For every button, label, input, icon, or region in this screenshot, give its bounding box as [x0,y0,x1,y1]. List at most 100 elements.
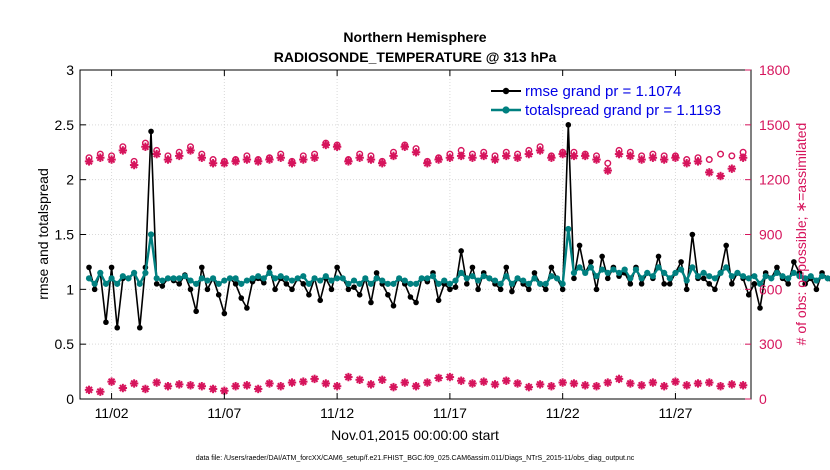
rmse-point [751,281,758,287]
totalspread-point [255,273,262,280]
rmse-point [542,286,549,293]
obs-low-marker [378,375,387,385]
y2-tick-label: 300 [759,336,783,352]
obs-low-marker [423,378,432,387]
rmse-point [757,305,763,311]
totalspread-point [215,280,222,287]
obs-assimilated-marker [648,153,658,162]
obs-low-marker [727,380,737,389]
rmse-point [176,281,183,287]
rmse-point [464,281,470,287]
rmse-point [86,264,92,271]
totalspread-point [125,275,132,282]
obs-low-marker [705,378,714,387]
totalspread-point [824,275,830,282]
obs-low-marker [411,382,421,391]
totalspread-point [520,277,527,284]
obs-assimilated-marker [231,157,240,166]
totalspread-point [429,273,437,280]
rmse-point [706,281,713,287]
obs-assimilated-marker [378,159,387,168]
obs-low-marker [738,381,748,390]
rmse-point [599,253,605,260]
legend-rmse-marker [502,87,510,95]
x-tick-label: 11/12 [320,405,354,421]
y-tick-label: 1 [66,281,74,297]
rmse-point [351,284,357,290]
totalspread-point [260,275,267,282]
totalspread-point [537,280,544,287]
rmse-point [745,292,752,298]
y2-tick-label: 1200 [759,172,790,188]
obs-low-marker [186,381,195,390]
totalspread-point [796,273,803,280]
rmse-point [136,324,143,331]
obs-low-marker [366,380,376,389]
totalspread-point [277,273,284,280]
totalspread-point [204,277,211,284]
rmse-point [261,279,267,286]
x-tick-label: 11/07 [207,405,241,421]
totalspread-point [813,277,820,284]
totalspread-point [350,277,358,284]
rmse-point [334,264,340,271]
rmse-point [627,281,634,287]
totalspread-point [610,266,617,273]
totalspread-point [638,275,645,282]
obs-assimilated-marker [558,149,567,159]
obs-assimilated-marker [411,148,421,157]
obs-assimilated-marker [141,142,150,151]
rmse-point [638,281,645,287]
totalspread-point [706,273,713,280]
totalspread-point [525,280,532,287]
obs-assimilated-marker [265,155,274,164]
obs-low-marker [231,382,240,391]
obs-assimilated-marker [547,153,556,162]
totalspread-point [164,275,172,282]
obs-assimilated-marker [626,151,635,161]
obs-low-marker [276,382,285,391]
totalspread-point [644,269,651,276]
obs-low-marker [502,376,511,385]
totalspread-point [243,277,251,284]
totalspread-point [694,273,702,280]
y2-tick-label: 1800 [759,62,790,78]
totalspread-point [768,275,775,282]
y2-tick-label: 0 [759,391,767,407]
obs-low-marker [208,384,218,394]
rmse-point [91,286,98,293]
obs-low-marker [513,379,522,388]
rmse-point [390,302,397,309]
totalspread-point [379,277,386,284]
totalspread-point [632,266,640,273]
axis-ticks: 11/02 11/07 11/12 11/17 11/22 11/27 0 0.5 1 1.5 2 2… [55,62,791,421]
obs-low-marker [400,378,409,387]
rmse-point [204,286,211,293]
obs-low-marker [96,387,105,396]
rmse-point [469,264,476,271]
totalspread-point [565,225,572,233]
totalspread-point [604,269,611,276]
obs-low-marker [321,379,331,388]
totalspread-point [683,277,690,284]
totalspread-point [677,266,685,273]
y2-tick-label: 1500 [759,117,790,133]
rmse-point [368,299,374,306]
totalspread-point [582,269,589,276]
totalspread-point [773,269,781,276]
rmse-point [215,292,222,298]
totalspread-point [187,277,194,284]
rmse-point [407,294,414,300]
obs-assimilated-marker [208,159,218,168]
obs-low-marker [253,384,263,394]
obs-low-marker [299,377,308,386]
rmse-point [700,275,707,282]
totalspread-point [655,264,662,271]
series-lines [85,122,830,331]
rmse-point [413,299,419,306]
totalspread-point [818,273,826,280]
totalspread-point [232,275,239,282]
rmse-point [791,259,797,265]
obs-low-marker [84,385,94,395]
rmse-point [458,248,464,254]
